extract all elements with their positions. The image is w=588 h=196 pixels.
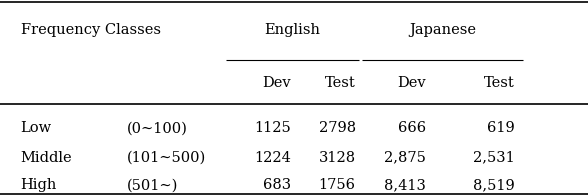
Text: Frequency Classes: Frequency Classes [21,23,161,37]
Text: 8,413: 8,413 [385,178,426,192]
Text: High: High [21,178,57,192]
Text: 619: 619 [487,121,514,135]
Text: English: English [265,23,320,37]
Text: (101∼500): (101∼500) [126,151,206,165]
Text: Dev: Dev [397,76,426,90]
Text: Low: Low [21,121,52,135]
Text: Test: Test [484,76,514,90]
Text: 2798: 2798 [319,121,356,135]
Text: Test: Test [325,76,356,90]
Text: 2,531: 2,531 [473,151,514,165]
Text: 683: 683 [263,178,291,192]
Text: (0∼100): (0∼100) [126,121,188,135]
Text: 666: 666 [398,121,426,135]
Text: 1756: 1756 [319,178,356,192]
Text: Middle: Middle [21,151,72,165]
Text: 2,875: 2,875 [385,151,426,165]
Text: 1224: 1224 [254,151,291,165]
Text: 3128: 3128 [319,151,356,165]
Text: (501∼): (501∼) [126,178,178,192]
Text: 1125: 1125 [254,121,291,135]
Text: Japanese: Japanese [409,23,476,37]
Text: Dev: Dev [262,76,291,90]
Text: 8,519: 8,519 [473,178,514,192]
